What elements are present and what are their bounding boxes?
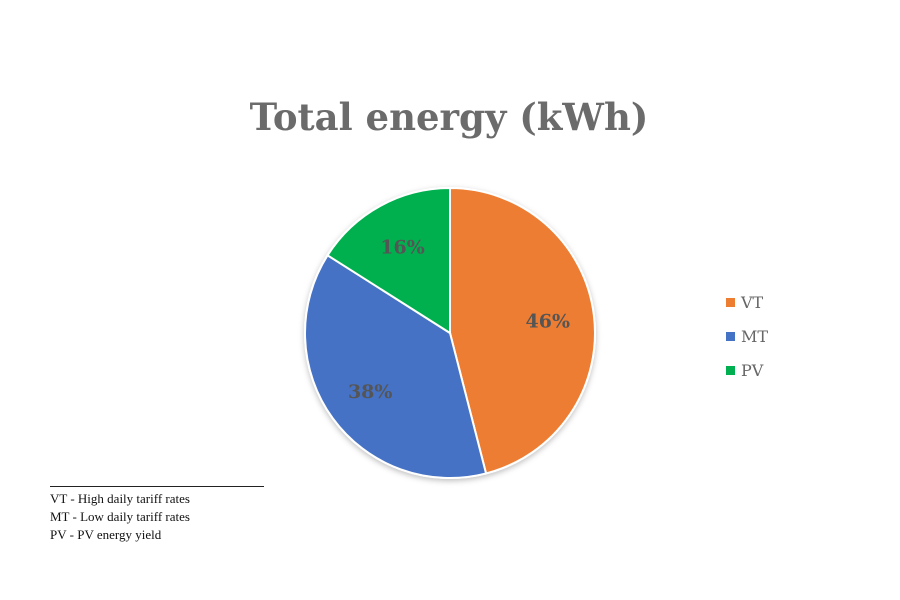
footnote-pv: PV - PV energy yield xyxy=(50,527,162,542)
legend-label-pv: PV xyxy=(741,361,764,380)
legend-label-mt: MT xyxy=(741,327,768,346)
slice-label-vt: 46% xyxy=(526,311,571,333)
slice-label-mt: 38% xyxy=(348,381,393,403)
legend-label-vt: VT xyxy=(740,293,764,312)
pie-slice-vt xyxy=(449,186,596,475)
footnotes: VT - High daily tariff rates MT - Low da… xyxy=(50,486,264,544)
footnote-mt: MT - Low daily tariff rates xyxy=(50,509,190,524)
chart-title: Total energy (kWh) xyxy=(250,95,649,139)
footnote-vt: VT - High daily tariff rates xyxy=(50,491,190,506)
legend-swatch-pv xyxy=(726,366,735,375)
slice-label-pv: 16% xyxy=(380,237,425,259)
legend-swatch-mt xyxy=(726,332,735,341)
legend-swatch-vt xyxy=(726,298,735,307)
pie-slice-mt xyxy=(304,253,488,479)
pie-slice-pv xyxy=(326,186,451,335)
